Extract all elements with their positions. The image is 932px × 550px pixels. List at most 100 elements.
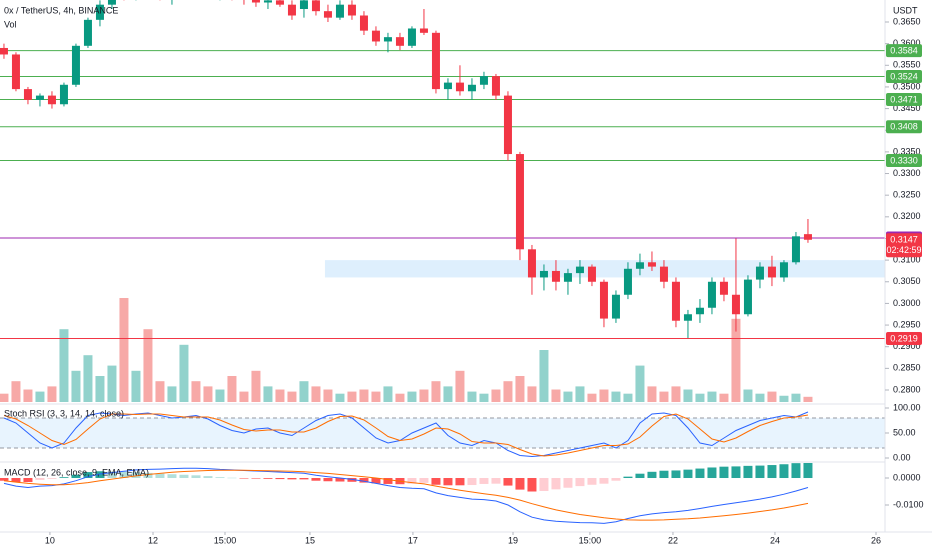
candle-body [527,249,536,278]
volume-bar [155,381,165,402]
histogram-bar [719,466,729,479]
candle-body [767,266,776,278]
level-tag-label: 0.3524 [890,71,918,81]
level-tag-label: 0.3471 [890,94,918,104]
histogram-bar [611,478,621,481]
candle-body [695,307,704,315]
volume-bar [707,391,717,402]
volume-bar [587,393,597,402]
candle-body [587,266,596,282]
candle-body [299,0,308,10]
histogram-bar [431,478,441,485]
histogram-bar [503,478,513,486]
volume-bar [659,391,669,402]
volume-bar [743,389,753,402]
volume-bar [11,381,21,402]
level-tag [886,70,922,84]
histogram-bar [467,478,477,486]
histogram-bar [95,471,105,479]
macd-pane [0,463,813,524]
candle-body [443,82,452,90]
histogram-bar [359,478,369,483]
volume-bar [515,376,525,402]
candle-body [455,82,464,92]
histogram-bar [563,478,573,488]
x-tick-label: 26 [871,535,881,545]
volume-bar [599,389,609,402]
volume-bar [479,393,489,402]
histogram-bar [491,478,501,484]
volume-bar [251,370,261,402]
volume-bar [551,389,561,402]
volume-bar [179,344,189,402]
histogram-bar [419,478,429,483]
volume-bar [431,381,441,402]
candle-body [575,266,584,274]
countdown: 02:42:59 [886,245,921,255]
histogram-bar [335,478,345,482]
volume-bar [443,386,453,402]
y-tick-label: 0.3050 [893,276,921,286]
histogram-bar [203,476,213,479]
level-tag-label: 0.3330 [890,155,918,165]
volume-bar [347,391,357,402]
macd-title: MACD (12, 26, close, 9, EMA, EMA) [4,467,149,477]
candle-body [719,281,728,295]
y-tick-label: 0.3500 [893,81,921,91]
stoch-pane [0,411,885,458]
volume-bar [83,355,93,402]
volume-bar [275,389,285,402]
y-tick-label: 0.3650 [893,16,921,26]
histogram-bar [299,478,309,480]
candle-body [431,32,440,90]
histogram-bar [539,478,549,491]
candle-body [23,89,32,100]
price-pane [0,0,885,402]
chart-title: 0x / TetherUS, 4h, BINANCE [4,5,118,15]
candle-body [683,314,692,321]
volume-bar [419,389,429,402]
candle-body [311,0,320,12]
candle-body [467,84,476,92]
volume-bar [791,393,801,402]
candle-body [791,236,800,263]
histogram-bar [119,471,129,479]
volume-bar [359,389,369,402]
y-tick-label: 0.3350 [893,146,921,156]
volume-bar [167,386,177,402]
level-tag-label: 0.2919 [890,333,918,343]
candle-body [0,47,8,55]
histogram-bar [407,478,417,484]
volume-bar [527,386,537,402]
y-tick-label: 100.00 [893,402,921,412]
histogram-bar [623,476,633,479]
volume-label: Vol [4,19,17,29]
histogram-bar [143,472,153,479]
histogram-bar [371,478,381,484]
histogram-bar [647,471,657,479]
candle-body [371,30,380,42]
histogram-bar [311,478,321,481]
candle-body [11,54,20,90]
volume-bar [299,381,309,402]
level-tag-label: 0.3584 [890,45,918,55]
candle-body [395,37,404,46]
volume-bar [335,393,345,402]
y-tick-label: 0.00 [893,452,911,462]
volume-bar [575,386,585,402]
candle-body [515,154,524,250]
volume-bar [107,365,117,402]
histogram-bar [47,478,57,479]
histogram-bar [755,465,765,479]
volume-bar [563,391,573,402]
volume-bar [263,386,273,402]
y-tick-label: 0.2900 [893,341,921,351]
histogram-bar [575,478,585,487]
histogram-bar [707,467,717,479]
histogram-bar [695,468,705,479]
y-tick-label: 0.3100 [893,254,921,264]
y-tick-label: 0.2950 [893,319,921,329]
volume-bar [119,298,129,402]
volume-bar [731,318,741,402]
histogram-bar [803,463,813,479]
